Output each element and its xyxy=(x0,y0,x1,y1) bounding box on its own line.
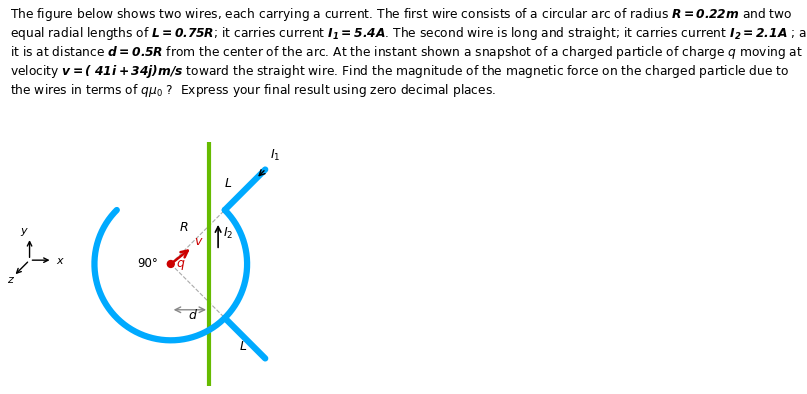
Text: The figure below shows two wires, each carrying a current. The first wire consis: The figure below shows two wires, each c… xyxy=(10,6,792,23)
Text: 90°: 90° xyxy=(137,257,158,270)
Text: $y$: $y$ xyxy=(20,226,29,238)
Text: the wires in terms of $q\mu_0$ ?  Express your final result using zero decimal p: the wires in terms of $q\mu_0$ ? Express… xyxy=(10,82,495,98)
Text: $v$: $v$ xyxy=(194,235,204,248)
Text: $x$: $x$ xyxy=(56,256,65,266)
Text: $d$: $d$ xyxy=(187,308,198,322)
Text: $R$: $R$ xyxy=(178,221,188,234)
Text: velocity $\bfit{v=(\ 41i+34j)m/s}$ toward the straight wire. Find the magnitude : velocity $\bfit{v=(\ 41i+34j)m/s}$ towar… xyxy=(10,63,789,80)
Text: $L$: $L$ xyxy=(239,340,247,353)
Text: it is at distance $\bfit{d=0.5R}$ from the center of the arc. At the instant sho: it is at distance $\bfit{d=0.5R}$ from t… xyxy=(10,44,803,61)
Text: $I_2$: $I_2$ xyxy=(224,226,234,242)
Text: equal radial lengths of $\bfit{L=0.75R}$; it carries current $\bfit{I_1=5.4A}$. : equal radial lengths of $\bfit{L=0.75R}$… xyxy=(10,25,807,42)
Text: $I_1$: $I_1$ xyxy=(270,148,280,163)
Text: $L$: $L$ xyxy=(224,177,232,190)
Text: $z$: $z$ xyxy=(6,275,15,285)
Circle shape xyxy=(167,260,174,268)
Text: $q$: $q$ xyxy=(176,258,186,272)
